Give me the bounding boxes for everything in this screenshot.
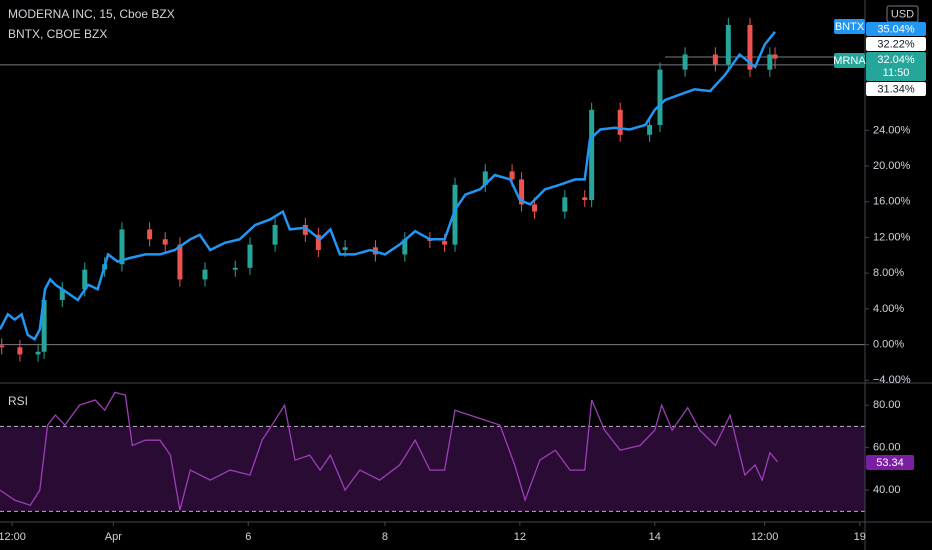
- candle-body: [272, 224, 278, 245]
- candle-body: [532, 204, 538, 212]
- candle-body: [519, 179, 525, 205]
- y-tick-label: 12.00%: [873, 231, 911, 243]
- y-tick-label: −4.00%: [873, 374, 911, 386]
- candle-body: [247, 244, 253, 268]
- candle-body: [712, 54, 718, 65]
- x-tick-label: 8: [382, 531, 388, 543]
- candle-body: [442, 241, 448, 245]
- candle-body: [315, 234, 321, 250]
- candle-body: [482, 171, 488, 185]
- candle-body: [302, 224, 308, 235]
- candles-name-box: [834, 53, 865, 68]
- candle-body: [509, 171, 515, 180]
- y-tick-label: 16.00%: [873, 196, 911, 208]
- currency[interactable]: USD: [891, 8, 914, 20]
- rsi-title: RSI: [8, 394, 28, 408]
- candle-body: [582, 197, 588, 200]
- x-tick-label: 14: [649, 531, 661, 543]
- candle-body: [452, 184, 458, 245]
- candle-body: [589, 109, 595, 200]
- candle-body: [647, 124, 653, 135]
- candle-body: [747, 24, 753, 70]
- candle-body: [772, 54, 778, 59]
- x-tick-label: 12: [514, 531, 526, 543]
- rsi-y-tick-label: 60.00: [873, 442, 901, 454]
- candle-body: [147, 229, 153, 240]
- y-tick-label: 24.00%: [873, 124, 911, 136]
- series-name: BNTX: [835, 21, 865, 33]
- rsi-band: [0, 426, 865, 512]
- price-line-label: 32.22%: [877, 38, 915, 50]
- candle-body: [59, 289, 65, 300]
- candle-body: [35, 351, 41, 355]
- candle-body: [41, 299, 47, 352]
- candle-body: [402, 239, 408, 255]
- rsi-last-value-box: [866, 455, 914, 470]
- candle-body: [725, 24, 731, 65]
- chart-title: MODERNA INC, 15, Cboe BZX: [8, 7, 175, 21]
- candle-body: [342, 247, 348, 250]
- x-tick-label: 12:00: [0, 531, 26, 543]
- price-line-label-box: [866, 82, 926, 96]
- rsi-y-tick-label: 40.00: [873, 484, 901, 496]
- candle-body: [617, 109, 623, 135]
- candles-name: MRNA: [833, 55, 866, 67]
- x-tick-label: 12:00: [751, 531, 779, 543]
- price-line-label-box: [866, 37, 926, 51]
- series-name-box: [834, 19, 865, 34]
- candle-body: [177, 244, 183, 280]
- candles-last-box: [866, 52, 926, 81]
- candle-body: [0, 345, 5, 348]
- y-tick-label: 4.00%: [873, 303, 904, 315]
- series-line: [0, 31, 776, 342]
- candle-body: [162, 239, 168, 245]
- candle-body: [682, 54, 688, 70]
- candle-body: [82, 269, 88, 290]
- rsi-last-value: 53.34: [876, 457, 904, 469]
- rsi-line: [0, 391, 779, 511]
- candle-body: [657, 69, 663, 125]
- y-tick-label: 8.00%: [873, 267, 904, 279]
- y-tick-label: 0.00%: [873, 339, 904, 351]
- candle-body: [202, 269, 208, 280]
- chart-subtitle: BNTX, CBOE BZX: [8, 27, 107, 41]
- candles-last-value: 32.04%: [877, 54, 915, 66]
- x-tick-label: Apr: [105, 531, 122, 543]
- candle-body: [232, 267, 238, 270]
- countdown: 11:50: [883, 67, 910, 79]
- y-tick-label: 20.00%: [873, 160, 911, 172]
- rsi-y-tick-label: 80.00: [873, 399, 901, 411]
- x-tick-label: 19: [854, 531, 866, 543]
- candle-body: [119, 229, 125, 265]
- price-line-label: 31.34%: [877, 83, 915, 95]
- candle-body: [767, 54, 773, 70]
- x-tick-label: 6: [245, 531, 251, 543]
- plot-area: [0, 17, 865, 512]
- series-last-value: 35.04%: [877, 23, 915, 35]
- candle-body: [17, 347, 23, 355]
- candle-body: [562, 197, 568, 212]
- series-last-value-box: [866, 22, 926, 36]
